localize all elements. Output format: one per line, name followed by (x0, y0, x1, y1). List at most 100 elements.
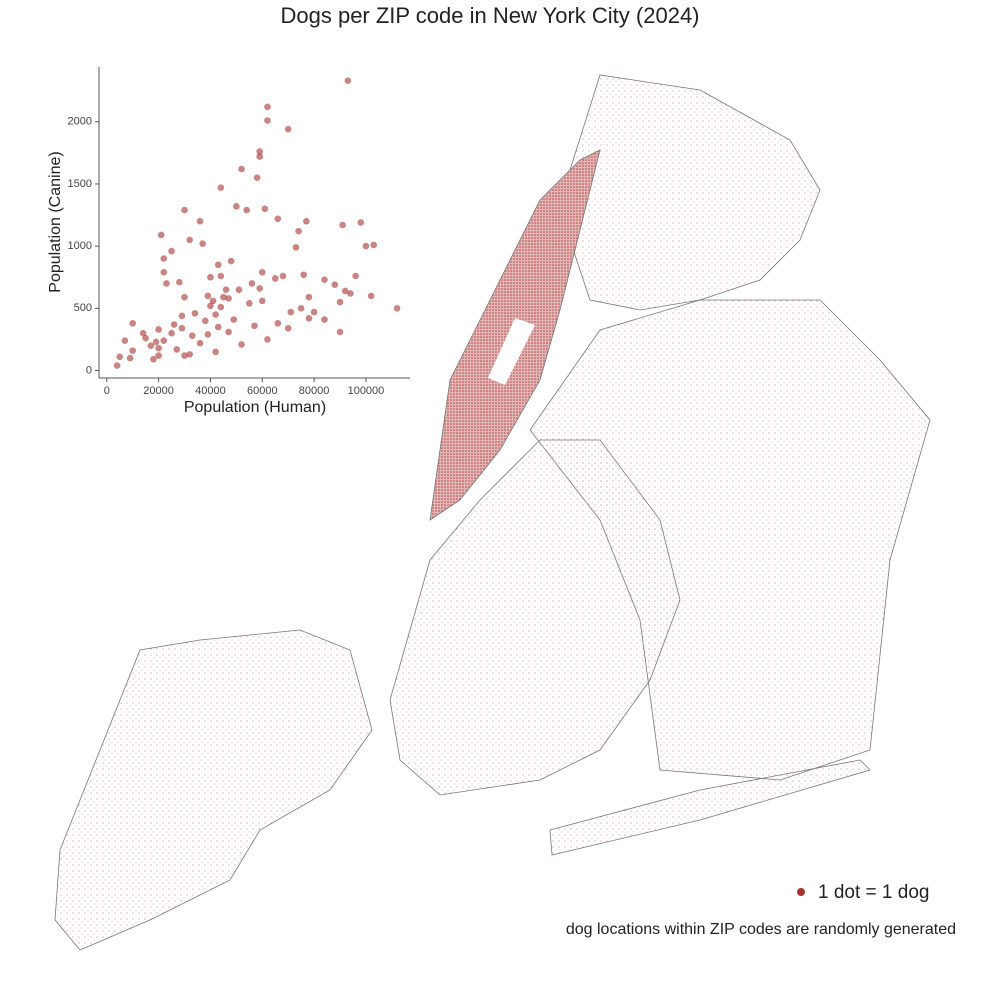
point (225, 328, 232, 336)
point (196, 339, 204, 347)
point (331, 281, 339, 289)
point (238, 165, 245, 173)
point (178, 312, 186, 320)
point (357, 219, 365, 226)
point (310, 308, 318, 316)
central-park (488, 318, 535, 385)
point (253, 174, 261, 182)
point (129, 319, 136, 327)
point (147, 342, 155, 349)
point (341, 287, 349, 295)
point (157, 231, 165, 239)
point (212, 348, 219, 356)
point (170, 321, 178, 328)
note: dog locations within ZIP codes are rando… (566, 921, 956, 938)
point (222, 286, 230, 293)
point (204, 292, 212, 300)
point (178, 324, 186, 332)
point (181, 352, 188, 359)
point (176, 278, 183, 286)
point (113, 362, 121, 369)
point (168, 247, 175, 255)
point (248, 280, 256, 287)
point (155, 344, 162, 352)
point (160, 268, 168, 276)
point (261, 205, 269, 213)
legend-label: 1 dot = 1 dog (818, 882, 929, 903)
point (121, 337, 129, 344)
point (393, 305, 401, 312)
point (246, 300, 253, 307)
x-tick-label: 20000 (143, 385, 174, 397)
point (126, 354, 134, 362)
legend-marker (797, 888, 805, 896)
rockaway (549, 759, 871, 856)
point (214, 323, 222, 331)
point (207, 273, 214, 281)
point (155, 326, 162, 333)
point (362, 242, 370, 250)
point (201, 317, 209, 325)
point (274, 215, 282, 223)
y-tick-label: 1500 (68, 178, 92, 190)
point (235, 286, 243, 293)
point (300, 271, 308, 279)
point (264, 103, 271, 111)
point (251, 322, 258, 330)
point (199, 240, 206, 247)
point (256, 148, 263, 155)
point (191, 310, 199, 317)
chart-title: Dogs per ZIP code in New York City (2024… (280, 3, 699, 28)
point (238, 341, 245, 348)
point (160, 255, 168, 262)
point (212, 311, 219, 318)
brooklyn (389, 439, 681, 796)
point (344, 77, 352, 84)
y-tick-label: 2000 (68, 116, 92, 128)
point (339, 221, 346, 229)
point (370, 241, 378, 249)
x-tick-label: 40000 (195, 385, 226, 397)
point (258, 297, 266, 305)
point (284, 125, 292, 133)
point (305, 293, 313, 301)
point (230, 316, 238, 323)
point (256, 153, 263, 160)
point (367, 292, 375, 300)
point (150, 356, 157, 363)
point (217, 184, 225, 191)
point (264, 117, 271, 124)
point (217, 303, 225, 311)
point (168, 329, 175, 337)
y-axis-title: Population (Canine) (47, 151, 64, 292)
point (297, 305, 305, 312)
point (264, 336, 271, 343)
point (227, 257, 235, 265)
point (129, 347, 136, 354)
staten-island (54, 629, 373, 951)
point (209, 297, 217, 305)
point (152, 338, 160, 346)
y-tick-label: 500 (74, 302, 92, 314)
x-tick-label: 80000 (299, 385, 330, 397)
point (204, 331, 212, 338)
point (139, 329, 147, 337)
bronx (569, 74, 821, 311)
point (336, 298, 344, 306)
point (352, 272, 359, 280)
map (54, 74, 931, 951)
point (142, 334, 149, 342)
point (186, 236, 194, 244)
x-axis-title: Population (Human) (184, 399, 326, 416)
point (207, 302, 214, 310)
point (189, 332, 196, 340)
point (217, 272, 225, 280)
point (321, 276, 328, 284)
point (279, 272, 287, 280)
point (186, 351, 194, 358)
point (163, 280, 170, 287)
point (196, 217, 204, 225)
point (220, 293, 227, 301)
point (173, 346, 181, 353)
